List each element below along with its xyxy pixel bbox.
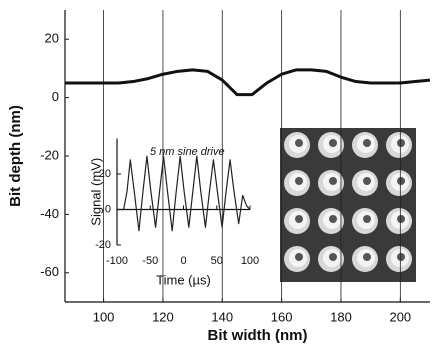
x-tick-label: -50 <box>142 255 158 267</box>
x-tick-label: 0 <box>180 255 186 267</box>
y-axis-label: Bit depth (nm) <box>7 105 24 207</box>
bit-core <box>397 139 405 147</box>
bit-core <box>329 177 337 185</box>
bit-core <box>295 253 303 261</box>
bit-core <box>363 253 371 261</box>
y-tick-label: -40 <box>40 206 59 221</box>
x-tick-label: 120 <box>152 309 174 324</box>
afm-image <box>280 128 416 282</box>
data-line <box>65 70 430 95</box>
bit-core <box>397 177 405 185</box>
y-tick-label: 0 <box>105 203 111 215</box>
x-tick-label: 140 <box>211 309 233 324</box>
figure: 100 120 140 160 180 200 -60 -40 -20 0 20 Bit width … <box>0 0 433 349</box>
x-tick-label: 160 <box>271 309 293 324</box>
y-tick-label: -60 <box>40 264 59 279</box>
x-tick-label: 100 <box>93 309 115 324</box>
x-tick-label: 50 <box>211 255 223 267</box>
bit-core <box>397 253 405 261</box>
x-tick-label: 180 <box>330 309 352 324</box>
bit-core <box>329 139 337 147</box>
bit-core <box>363 177 371 185</box>
x-tick-label: -100 <box>106 255 128 267</box>
data-line <box>117 156 250 231</box>
bit-core <box>295 139 303 147</box>
y-tick-label: 20 <box>45 31 59 46</box>
x-axis-label: Time (µs) <box>156 272 211 287</box>
bit-core <box>329 253 337 261</box>
y-tick-label: -20 <box>95 239 111 251</box>
y-tick-label: -20 <box>40 147 59 162</box>
bit-core <box>363 139 371 147</box>
bit-core <box>295 177 303 185</box>
x-tick-label: 100 <box>241 255 259 267</box>
x-axis-label: Bit width (nm) <box>208 327 308 344</box>
y-axis-label: Signal (mV) <box>88 158 103 226</box>
bit-core <box>397 215 405 223</box>
x-tick-label: 200 <box>389 309 411 324</box>
y-tick-label: 0 <box>52 89 59 104</box>
bit-core <box>363 215 371 223</box>
page: {"chart_data": [ {"type": "line", "xlabe… <box>0 0 433 349</box>
inset-title: 5 nm sine drive <box>150 146 225 158</box>
bit-core <box>329 215 337 223</box>
bit-core <box>295 215 303 223</box>
